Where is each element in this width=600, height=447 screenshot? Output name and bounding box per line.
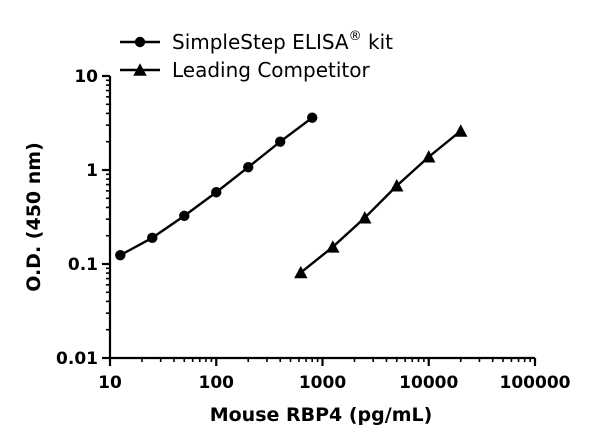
x-tick-label: 10 <box>98 373 122 393</box>
triangle-marker <box>294 265 308 279</box>
triangle-marker <box>454 124 468 137</box>
legend-marker <box>133 63 147 76</box>
y-axis-label: O.D. (450 nm) <box>23 142 45 292</box>
circle-marker <box>211 187 222 198</box>
x-tick-label: 100000 <box>500 373 571 393</box>
legend-item: SimpleStep ELISA® kit <box>120 29 393 54</box>
x-axis-label: Mouse RBP4 (pg/mL) <box>210 404 433 426</box>
plot-area <box>115 112 468 279</box>
y-tick-label: 0.1 <box>68 255 98 275</box>
series-line <box>300 130 462 274</box>
axes: 0.01 0.1 1 10 10 100 1000 10000 100000 <box>56 67 571 393</box>
circle-marker <box>115 250 126 261</box>
triangle-marker <box>422 150 436 163</box>
y-tick-label: 10 <box>74 67 98 87</box>
triangle-marker <box>390 179 404 192</box>
circle-marker <box>147 232 158 243</box>
circle-marker <box>243 162 254 173</box>
legend-item: Leading Competitor <box>120 58 370 82</box>
legend-label: Leading Competitor <box>172 58 370 82</box>
circle-marker <box>275 136 286 147</box>
legend: SimpleStep ELISA® kit Leading Competitor <box>120 29 393 82</box>
triangle-marker <box>358 211 372 224</box>
y-tick-label: 1 <box>86 161 98 181</box>
circle-marker <box>179 210 190 222</box>
circle-marker <box>307 112 318 123</box>
triangle-marker <box>326 240 340 253</box>
y-tick-label: 0.01 <box>56 349 98 369</box>
x-tick-label: 1000 <box>299 373 346 393</box>
series-0 <box>115 112 318 261</box>
x-tick-label: 100 <box>199 373 235 393</box>
series-1 <box>294 124 468 279</box>
x-tick-label: 10000 <box>399 373 458 393</box>
legend-marker <box>134 36 146 48</box>
legend-label: SimpleStep ELISA® kit <box>172 29 393 54</box>
